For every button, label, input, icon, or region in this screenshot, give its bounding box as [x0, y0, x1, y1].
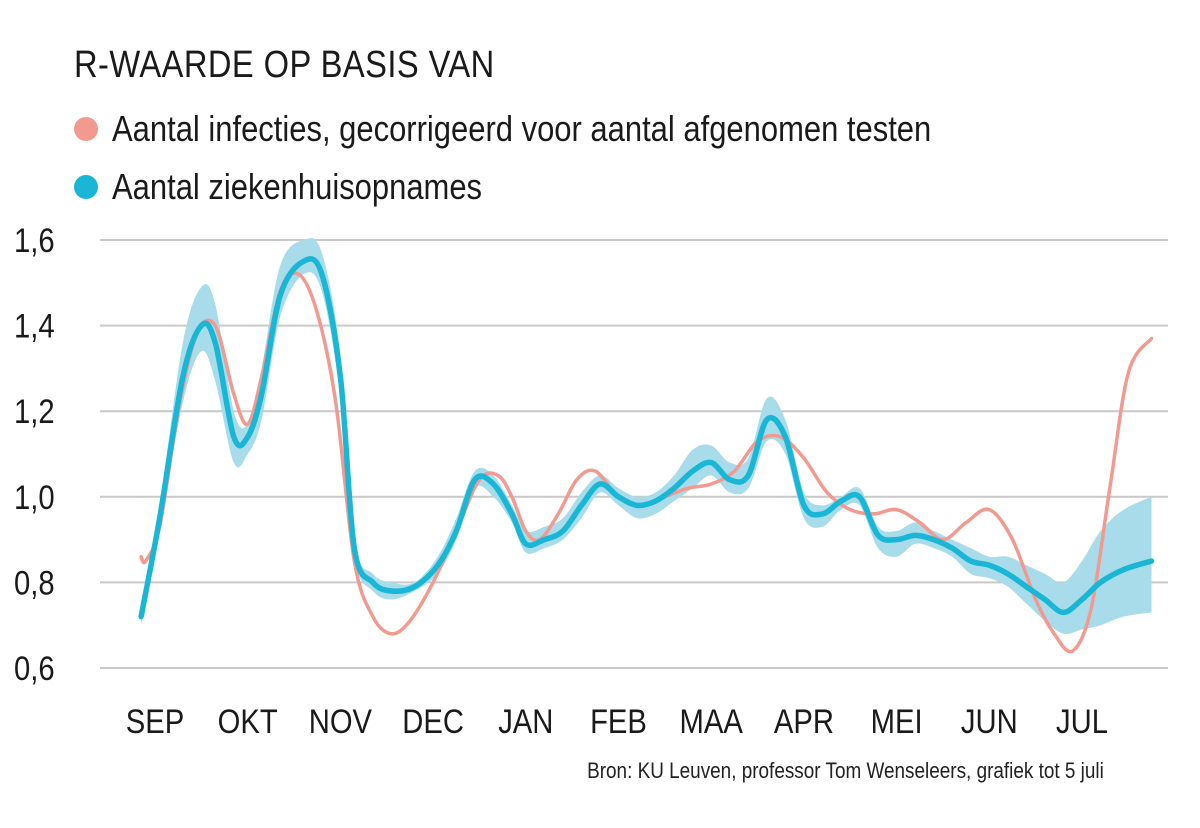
series-lines — [138, 256, 1155, 654]
x-axis: SEP OKT NOV DEC JAN FEB MAA APR MEI JUN JUL — [126, 702, 1108, 741]
y-tick-label: 0,6 — [14, 649, 55, 688]
gridlines — [100, 239, 1168, 669]
legend-swatch-infections — [74, 117, 98, 141]
x-tick-label: SEP — [126, 702, 184, 741]
x-tick-label: NOV — [309, 702, 372, 741]
x-tick-label: MEI — [871, 702, 923, 741]
confidence-band — [141, 238, 1152, 635]
legend-item-infections: Aantal infecties, gecorrigeerd voor aant… — [74, 108, 1065, 150]
source-note: Bron: KU Leuven, professor Tom Wenseleer… — [587, 758, 1104, 783]
chart-title: R-WAARDE OP BASIS VAN — [74, 44, 495, 86]
legend-swatch-hospital — [74, 175, 98, 199]
y-tick-label: 1,6 — [14, 221, 55, 260]
hospital-confidence-band — [141, 238, 1152, 635]
x-tick-label: DEC — [402, 702, 464, 741]
x-tick-label: JUL — [1056, 702, 1108, 741]
x-tick-label: APR — [774, 702, 834, 741]
y-tick-label: 1,4 — [14, 307, 55, 346]
x-tick-label: OKT — [218, 702, 278, 741]
x-tick-label: JUN — [961, 702, 1018, 741]
x-tick-label: JAN — [498, 702, 553, 741]
legend-item-hospital: Aantal ziekenhuisopnames — [74, 166, 542, 208]
y-tick-label: 0,8 — [14, 563, 55, 602]
y-tick-label: 1,2 — [14, 392, 55, 431]
y-tick-label: 1,0 — [14, 478, 55, 517]
hospital-line — [138, 256, 1155, 620]
x-tick-label: MAA — [680, 702, 744, 741]
infections-line — [139, 271, 1154, 654]
legend-label-infections: Aantal infecties, gecorrigeerd voor aant… — [112, 108, 932, 149]
y-axis: 0,6 0,8 1,0 1,2 1,4 1,6 — [14, 221, 55, 688]
legend-label-hospital: Aantal ziekenhuisopnames — [112, 166, 483, 207]
x-tick-label: FEB — [590, 702, 647, 741]
